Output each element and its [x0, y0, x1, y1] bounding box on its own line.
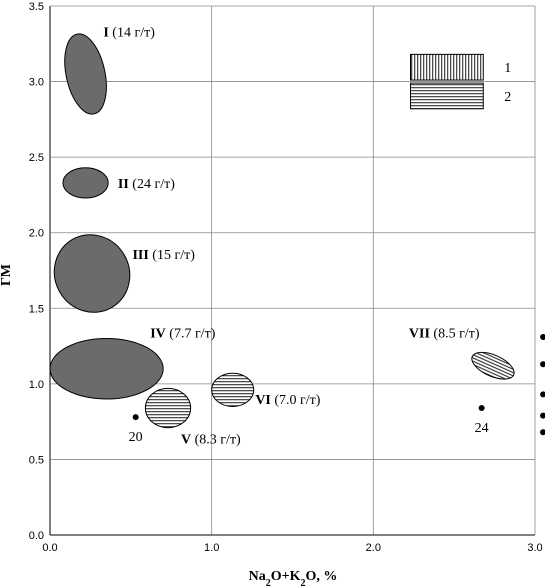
y-tick-label: 0.5 [29, 454, 44, 466]
data-point [540, 334, 545, 341]
field-v [144, 387, 192, 429]
data-point [478, 405, 485, 412]
field-label-v: V (8.3 г/т) [181, 432, 241, 447]
y-tick-label: 1.0 [29, 379, 44, 391]
y-tick-label: 0.0 [29, 530, 44, 542]
x-tick-label: 0.0 [42, 542, 57, 554]
x-tick-label: 1.0 [204, 542, 219, 554]
y-tick-label: 3.5 [29, 1, 44, 13]
field-label-vi: VI (7.0 г/т) [255, 393, 320, 408]
y-axis-title: ГМ [0, 264, 14, 286]
data-point [540, 391, 545, 398]
fields: I (14 г/т) II (24 г/т) III (15 г/т) IV (7.7… [49, 26, 515, 447]
legend-label: 1 [504, 61, 511, 76]
field-label-i: I (14 г/т) [103, 26, 155, 41]
grid [49, 5, 536, 536]
x-axis-title: Na2O+K2O, % [249, 569, 338, 586]
y-tick-label: 3.0 [29, 77, 44, 89]
legend-swatch [410, 82, 484, 110]
field-vii [471, 351, 515, 380]
field-label-vii: VII (8.5 г/т) [409, 326, 480, 341]
x-tick-label: 3.0 [527, 542, 542, 554]
legend-swatch [410, 53, 484, 81]
field-iv [49, 338, 164, 400]
point-label: 20 [129, 430, 143, 445]
field-label-iii: III (15 г/т) [132, 248, 195, 263]
legend: 12 [410, 53, 511, 110]
data-point [132, 414, 139, 421]
field-i [64, 33, 107, 115]
legend-label: 2 [504, 90, 511, 105]
point-label: 24 [475, 421, 489, 436]
data-point [540, 412, 545, 419]
y-tick-label: 1.5 [29, 303, 44, 315]
field-ii [62, 167, 109, 199]
data-point [540, 429, 545, 436]
y-tick-label: 2.5 [29, 152, 44, 164]
field-label-ii: II (24 г/т) [118, 177, 175, 192]
y-tick-label: 2.0 [29, 228, 44, 240]
field-vi [211, 372, 255, 408]
field-label-iv: IV (7.7 г/т) [150, 326, 215, 341]
x-tick-label: 2.0 [366, 542, 381, 554]
field-iii [53, 234, 131, 313]
ticks: 0.0 1.0 2.0 3.0 0.0 0.5 1.0 1.5 2.0 2.5 3.0 3.5 [29, 1, 543, 554]
data-point [540, 361, 545, 368]
